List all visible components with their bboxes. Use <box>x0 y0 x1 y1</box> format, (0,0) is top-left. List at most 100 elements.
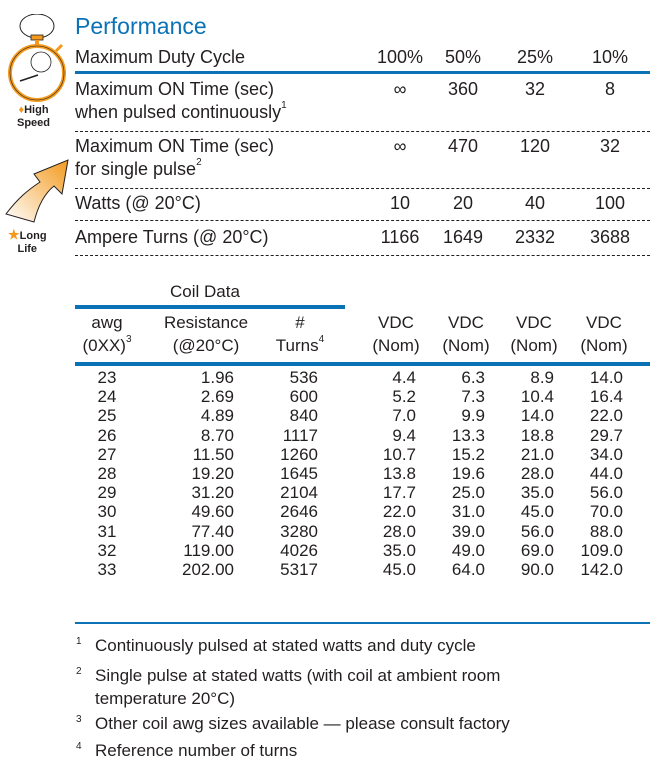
row-value: 120 <box>519 136 551 156</box>
table-cell: 31 <box>97 521 117 541</box>
row-value: ∞ <box>393 79 407 99</box>
column-header: (Nom) <box>578 336 630 356</box>
row-label: Ampere Turns (@ 20°C) <box>75 227 269 247</box>
column-header: Turns4 <box>270 334 330 356</box>
table-cell: 28.0 <box>382 521 416 541</box>
row-value: ∞ <box>393 136 407 156</box>
table-cell: 536 <box>289 368 318 387</box>
table-cell: 49.0 <box>451 540 485 560</box>
footnote-text: Reference number of turns <box>95 741 298 760</box>
table-cell: 1.96 <box>200 368 234 387</box>
table-cell: 25 <box>97 406 117 426</box>
column-header: # <box>295 313 305 332</box>
row-value: 32 <box>599 136 621 156</box>
column-header: (Nom) <box>440 336 492 356</box>
row-label: Watts (@ 20°C) <box>75 193 201 213</box>
star-icon: ★ <box>8 227 20 242</box>
table-cell: 142.0 <box>580 560 623 579</box>
table-cell: 64.0 <box>451 560 485 579</box>
table-cell: 44.0 <box>589 464 623 483</box>
footnote-text: Continuously pulsed at stated watts and … <box>95 636 476 655</box>
table-cell: 45.0 <box>382 560 416 579</box>
row-label: when pulsed continuously1 <box>75 100 287 122</box>
arrow-up-icon <box>5 159 69 223</box>
table-cell: 31.20 <box>191 483 234 503</box>
table-cell: 11.50 <box>192 444 234 464</box>
footnote-number: 3 <box>76 714 82 725</box>
table-cell: 8.9 <box>530 368 554 387</box>
table-cell: 34.0 <box>589 444 623 464</box>
table-cell: 2646 <box>280 502 318 522</box>
header-text: (Nom) <box>510 336 558 355</box>
row-value: 50% <box>444 47 482 67</box>
table-cell: 2104 <box>280 483 318 503</box>
header-text: (0XX) <box>82 336 126 355</box>
table-cell: 35.0 <box>382 540 416 560</box>
row-value: 10 <box>389 193 411 213</box>
header-text: (Nom) <box>442 336 490 355</box>
table-cell: 35.0 <box>520 483 554 503</box>
column-header: awg <box>91 313 123 332</box>
row-value: 360 <box>447 79 479 99</box>
table-cell: 77.40 <box>191 521 234 541</box>
badge-text: Life <box>17 243 38 255</box>
footnote-number: 1 <box>76 636 82 647</box>
table-cell: 49.60 <box>191 502 234 522</box>
row-value: 470 <box>447 136 479 156</box>
row-label: Maximum Duty Cycle <box>75 47 246 67</box>
column-header: (@20°C) <box>150 336 262 356</box>
table-cell: 25.0 <box>451 483 485 503</box>
row-value: 100% <box>376 47 424 67</box>
table-cell: 7.0 <box>392 406 416 426</box>
table-cell: 29 <box>97 483 117 503</box>
header-text: Turns <box>275 336 319 355</box>
table-cell: 1645 <box>280 464 318 483</box>
table-cell: 19.6 <box>451 464 485 483</box>
table-cell: 1260 <box>280 444 318 464</box>
row-value: 25% <box>516 47 554 67</box>
footnote-ref: 4 <box>318 334 325 345</box>
table-cell: 29.7 <box>589 425 623 445</box>
badge-text: Long <box>19 230 47 242</box>
table-cell: 56.0 <box>520 521 554 541</box>
table-cell: 39.0 <box>451 521 485 541</box>
table-cell: 31.0 <box>451 502 485 522</box>
table-cell: 4.89 <box>200 406 234 426</box>
table-cell: 14.0 <box>520 406 554 426</box>
table-cell: 13.3 <box>451 425 485 445</box>
column-header: VDC <box>516 313 552 332</box>
row-value: 20 <box>452 193 474 213</box>
table-cell: 5.2 <box>392 387 416 407</box>
table-cell: 600 <box>289 387 318 407</box>
table-cell: 26 <box>97 425 117 445</box>
column-header: (Nom) <box>370 336 422 356</box>
footnote-text: Other coil awg sizes available — please … <box>95 714 510 733</box>
row-value: 100 <box>594 193 626 213</box>
divider <box>75 131 650 132</box>
column-header: (Nom) <box>508 336 560 356</box>
badge-text: Speed <box>17 117 51 129</box>
table-cell: 840 <box>289 406 318 426</box>
table-cell: 90.0 <box>520 560 554 579</box>
table-cell: 33 <box>97 560 117 579</box>
footnote-number: 2 <box>76 666 82 677</box>
divider <box>75 71 650 74</box>
table-cell: 45.0 <box>520 502 554 522</box>
table-cell: 32 <box>97 540 117 560</box>
table-cell: 6.3 <box>461 368 485 387</box>
table-cell: 10.7 <box>382 444 416 464</box>
table-cell: 19.20 <box>191 464 234 483</box>
table-cell: 70.0 <box>589 502 623 522</box>
table-cell: 27 <box>97 444 117 464</box>
table-cell: 109.0 <box>580 540 623 560</box>
row-value: 8 <box>604 79 615 99</box>
table-cell: 22.0 <box>589 406 623 426</box>
table-cell: 56.0 <box>589 483 623 503</box>
table-cell: 22.0 <box>382 502 416 522</box>
header-text: (Nom) <box>580 336 628 355</box>
table-cell: 7.3 <box>461 387 485 407</box>
footnote-ref: 2 <box>196 157 202 168</box>
table-cell: 23 <box>97 368 117 387</box>
column-header: VDC <box>448 313 484 332</box>
table-cell: 202.00 <box>182 560 234 579</box>
